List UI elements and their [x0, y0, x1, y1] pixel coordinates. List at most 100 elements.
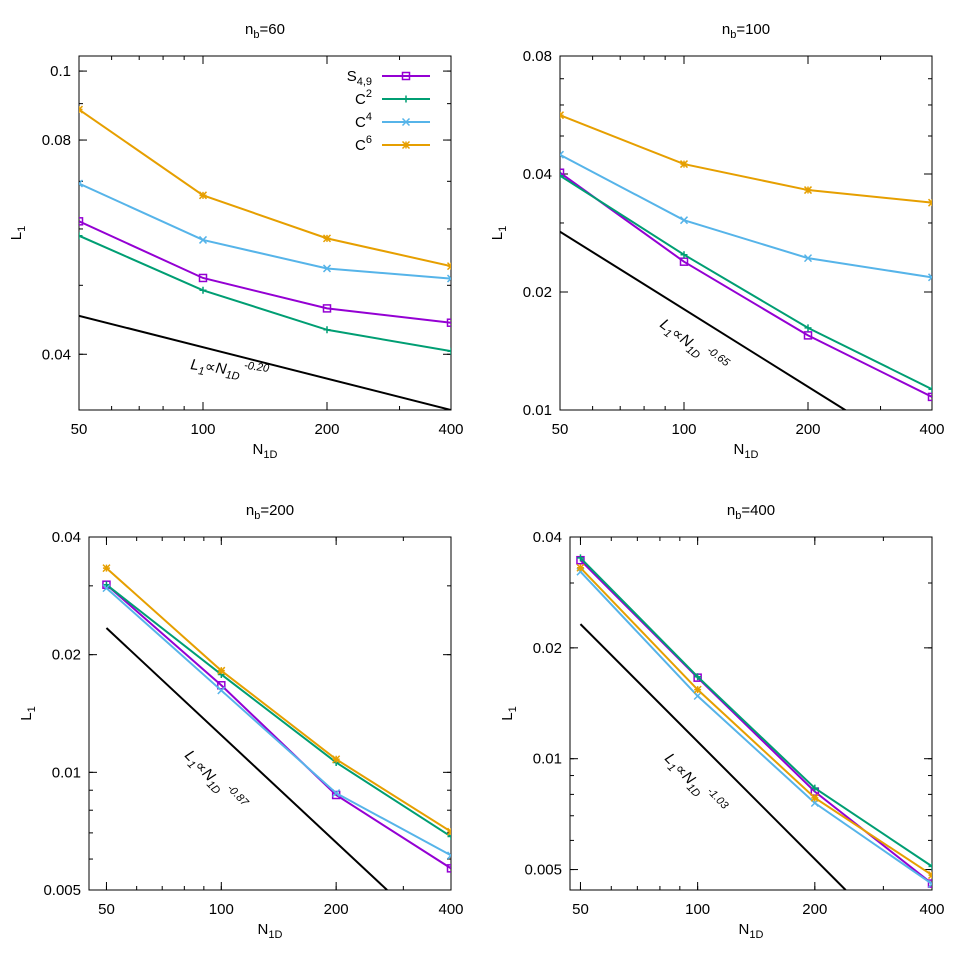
series-line	[79, 182, 451, 280]
chart-title: nb=200	[246, 502, 294, 522]
x-axis-label: N1D	[734, 441, 759, 461]
series-line	[560, 153, 932, 279]
x-axis-label: N1D	[739, 921, 764, 941]
x-tick-label: 200	[802, 901, 827, 918]
x-tick-label: 200	[324, 901, 349, 918]
data-point	[198, 191, 208, 200]
series-C4	[560, 150, 932, 282]
data-point	[560, 150, 565, 159]
fit-annotation: L1∝N1D-0.20	[189, 352, 271, 387]
data-point	[79, 217, 84, 226]
x-tick-label: 100	[209, 901, 234, 918]
y-tick-label: 0.02	[523, 284, 552, 301]
legend-label: S4,9	[347, 68, 372, 88]
data-point	[927, 198, 932, 207]
data-point	[560, 172, 564, 180]
data-point	[332, 789, 341, 798]
data-point	[679, 216, 689, 225]
data-point	[811, 784, 819, 792]
data-point	[323, 326, 331, 334]
data-point	[803, 331, 813, 340]
data-point	[198, 273, 208, 283]
x-tick-label: 50	[552, 421, 569, 438]
y-tick-label: 0.04	[533, 529, 562, 546]
y-tick-label: 0.04	[523, 166, 552, 183]
y-tick-label: 0.04	[42, 346, 71, 363]
y-tick-label: 0.08	[42, 132, 71, 149]
data-point	[446, 827, 451, 836]
data-point	[446, 851, 451, 860]
data-point	[446, 262, 451, 271]
data-point	[928, 385, 932, 393]
plot-frame	[78, 55, 452, 411]
plot-area	[576, 554, 932, 890]
series-line	[560, 171, 932, 398]
data-point	[322, 264, 332, 273]
data-point	[79, 232, 83, 240]
fit-line	[579, 623, 847, 890]
data-point	[810, 793, 819, 802]
x-tick-label: 400	[438, 901, 463, 918]
fit-annotation: L1∝N1D -0.65	[655, 312, 733, 379]
series-C6	[102, 564, 451, 836]
x-tick-label: 100	[190, 421, 215, 438]
y-tick-label: 0.01	[523, 402, 552, 419]
data-point	[446, 274, 451, 283]
chart-title: nb=100	[722, 21, 770, 41]
legend: S4,9C2 C4 C6	[347, 68, 430, 154]
x-tick-label: 50	[572, 901, 589, 918]
fit-annotation: L1∝N1D -1.03	[659, 747, 731, 821]
fit-line	[560, 230, 848, 410]
series-S49	[79, 217, 451, 327]
x-axis-label: N1D	[253, 441, 278, 461]
data-point	[576, 554, 584, 562]
series-C2	[560, 172, 932, 393]
plot-area	[79, 105, 451, 410]
data-point	[927, 879, 932, 888]
data-point	[927, 879, 932, 888]
y-tick-label: 0.08	[523, 48, 552, 65]
data-point	[694, 673, 702, 681]
chart-panel-3: 50 100 200 400 0.005 0.01 0.02 0.04 nb=200 N1D L1 L…	[18, 502, 464, 941]
y-axis-label: L1	[8, 226, 28, 240]
series-C2	[79, 232, 451, 355]
data-point	[447, 833, 451, 841]
data-point	[693, 685, 702, 694]
series-line	[560, 174, 932, 391]
x-tick-label: 400	[919, 421, 944, 438]
series-C6	[560, 111, 932, 207]
series-C4	[576, 567, 932, 888]
data-point	[199, 286, 207, 294]
data-point	[560, 168, 565, 177]
plot-area	[102, 564, 451, 890]
series-C2	[576, 554, 932, 870]
data-point	[927, 273, 932, 282]
series-line	[79, 108, 451, 268]
series-C6	[79, 105, 451, 271]
plot-frame	[569, 536, 933, 891]
legend-star-icon	[401, 140, 411, 150]
data-point	[102, 581, 110, 589]
series-C6	[576, 563, 932, 880]
data-point	[804, 324, 812, 332]
series-line	[560, 114, 932, 204]
series-C4	[102, 584, 451, 860]
series-line	[105, 583, 451, 870]
x-tick-label: 100	[671, 421, 696, 438]
series-C4	[79, 179, 451, 283]
data-point	[322, 234, 332, 243]
series-line	[579, 559, 932, 885]
series-line	[79, 234, 451, 353]
series-line	[579, 571, 932, 885]
data-point	[198, 235, 208, 244]
data-point	[332, 755, 341, 764]
series-line	[105, 583, 451, 838]
y-axis-label: L1	[18, 706, 38, 720]
data-point	[217, 686, 226, 695]
fit-annotation: L1∝N1D -0.87	[179, 744, 251, 818]
legend-label: C6	[355, 134, 372, 154]
series-S49	[576, 555, 932, 888]
legend-label: C2	[355, 88, 372, 108]
series-line	[579, 567, 932, 876]
x-tick-label: 400	[438, 421, 463, 438]
